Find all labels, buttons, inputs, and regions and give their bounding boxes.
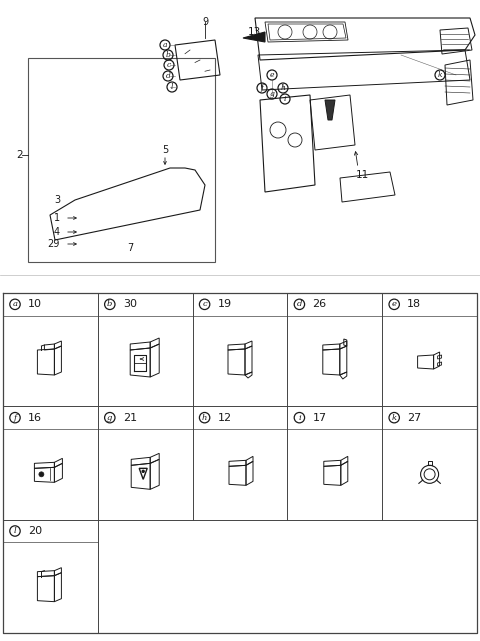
Circle shape: [142, 470, 144, 472]
Text: 30: 30: [123, 299, 137, 310]
Text: b: b: [166, 51, 170, 59]
Text: 20: 20: [28, 526, 42, 536]
Text: c: c: [167, 61, 171, 69]
Text: 26: 26: [312, 299, 326, 310]
Text: 3: 3: [54, 195, 60, 205]
Text: i: i: [284, 95, 286, 103]
Text: 1: 1: [54, 213, 60, 223]
Polygon shape: [243, 32, 265, 42]
Text: b: b: [107, 301, 112, 308]
Text: d: d: [297, 301, 302, 308]
Text: 11: 11: [355, 170, 369, 180]
Text: 2: 2: [17, 150, 24, 160]
Text: 18: 18: [407, 299, 421, 310]
Text: e: e: [392, 301, 396, 308]
Text: 21: 21: [123, 413, 137, 422]
Text: 9: 9: [202, 17, 208, 27]
Text: f: f: [261, 84, 264, 92]
Text: d: d: [166, 72, 170, 80]
Text: 27: 27: [407, 413, 421, 422]
Text: 10: 10: [28, 299, 42, 310]
Text: 4: 4: [54, 227, 60, 237]
Text: h: h: [202, 413, 207, 422]
Text: l: l: [171, 83, 173, 91]
Text: l: l: [14, 527, 16, 535]
Text: e: e: [270, 71, 274, 79]
Text: i: i: [298, 413, 300, 422]
Text: 16: 16: [28, 413, 42, 422]
Text: a: a: [12, 301, 17, 308]
Text: 12: 12: [217, 413, 232, 422]
Circle shape: [39, 472, 44, 477]
Text: 13: 13: [248, 27, 261, 37]
Text: c: c: [202, 301, 207, 308]
Text: k: k: [392, 413, 397, 422]
Text: 5: 5: [162, 145, 168, 155]
Text: k: k: [438, 71, 442, 79]
Text: 29: 29: [48, 239, 60, 249]
Polygon shape: [325, 100, 335, 120]
Text: g: g: [107, 413, 112, 422]
Text: a: a: [163, 41, 167, 49]
Text: g: g: [270, 90, 275, 98]
Text: 7: 7: [127, 243, 133, 253]
Text: h: h: [281, 84, 286, 92]
Text: 17: 17: [312, 413, 326, 422]
Text: f: f: [13, 413, 17, 422]
Text: 19: 19: [217, 299, 232, 310]
